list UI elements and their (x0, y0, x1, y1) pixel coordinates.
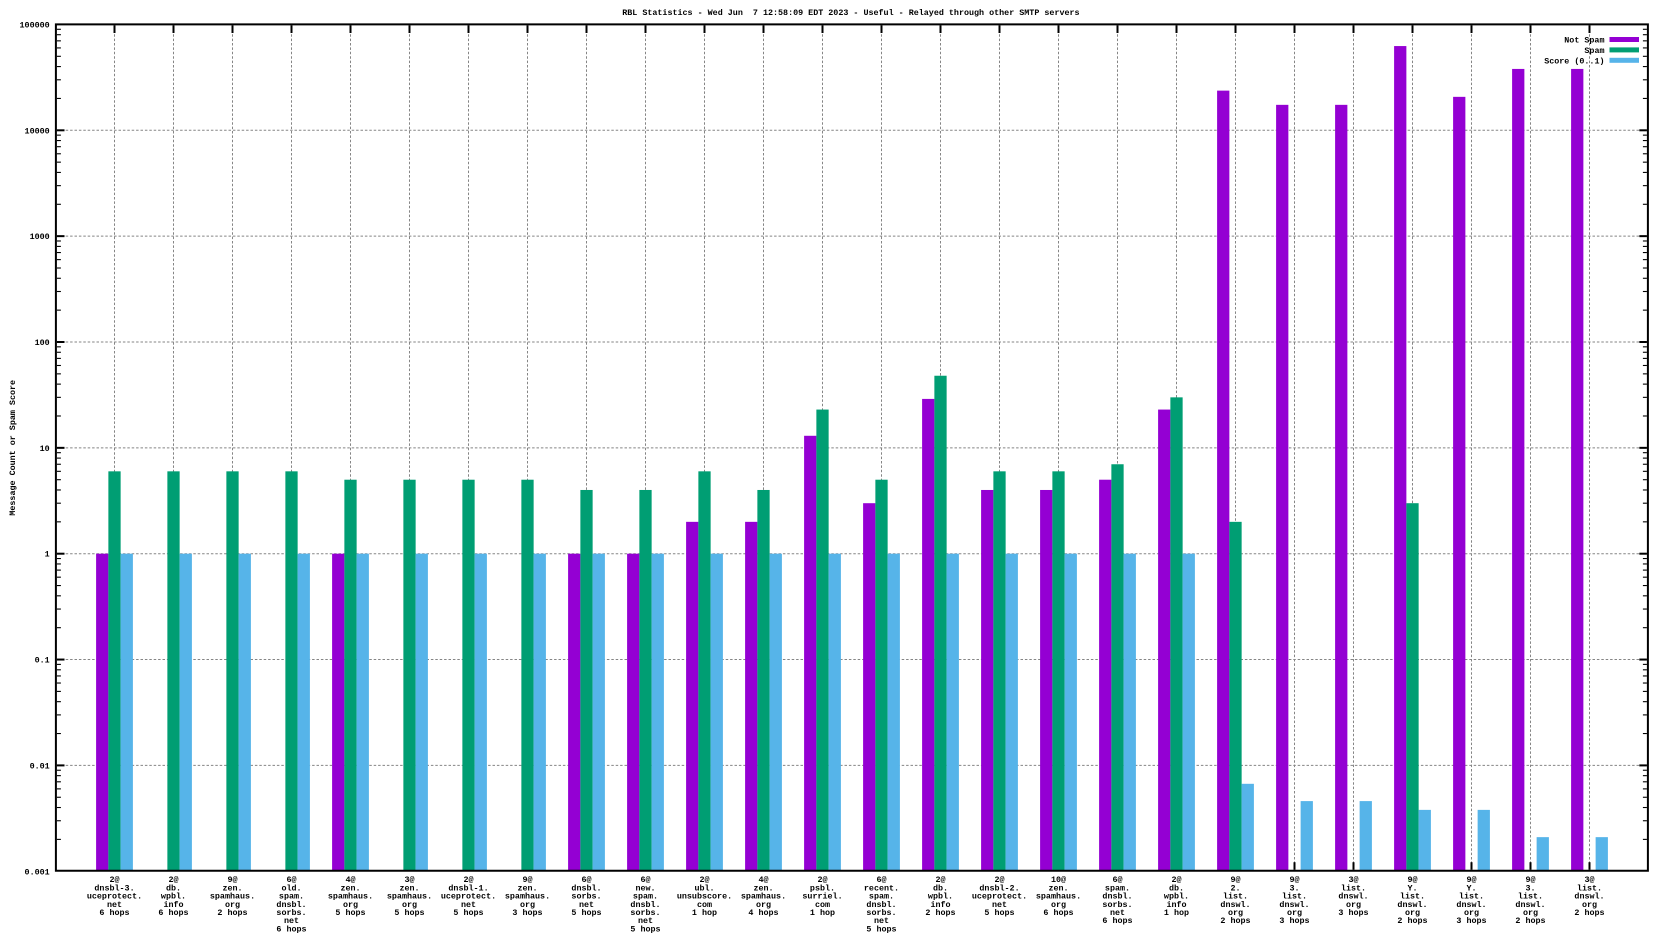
svg-text:Message Count or Spam Score: Message Count or Spam Score (8, 380, 18, 516)
svg-text:100: 100 (35, 338, 50, 348)
svg-text:Score (0..1): Score (0..1) (1544, 56, 1604, 66)
svg-text:1: 1 (45, 550, 50, 560)
svg-text:RBL Statistics - Wed Jun 7 12: RBL Statistics - Wed Jun 7 12:58:09 EDT … (622, 8, 1079, 18)
svg-text:0.01: 0.01 (30, 761, 50, 771)
svg-text:0.1: 0.1 (35, 656, 50, 666)
svg-text:0.001: 0.001 (25, 867, 50, 877)
svg-text:Spam: Spam (1584, 46, 1604, 56)
svg-text:1000: 1000 (30, 232, 50, 242)
svg-text:10000: 10000 (25, 126, 50, 136)
svg-text:10: 10 (40, 444, 50, 454)
svg-text:Not Spam: Not Spam (1564, 36, 1604, 46)
svg-text:100000: 100000 (20, 20, 50, 30)
